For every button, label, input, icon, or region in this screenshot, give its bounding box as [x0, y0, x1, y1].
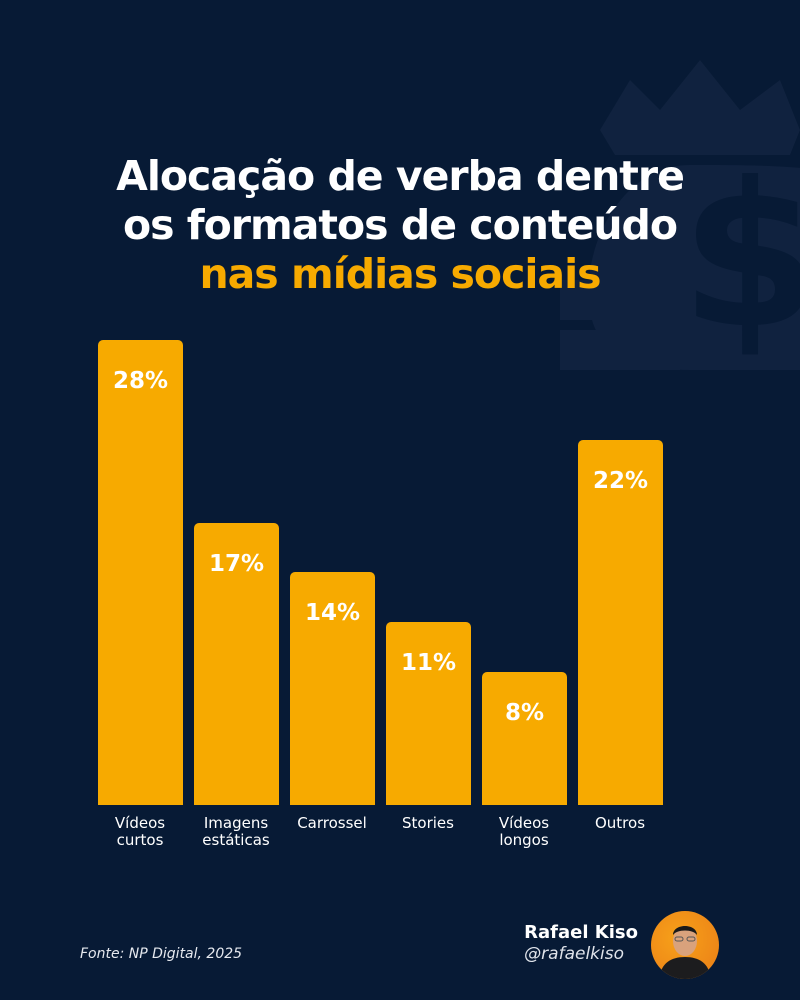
person-photo-icon: [659, 926, 711, 979]
avatar: [651, 911, 719, 979]
category-label: Stories: [402, 814, 454, 832]
bar-value-label: 28%: [112, 368, 169, 394]
category-label: Imagens estáticas: [202, 814, 270, 849]
chart-title: Alocação de verba dentre os formatos de …: [0, 152, 800, 299]
bar-value-label: 8%: [504, 700, 545, 726]
title-line-3-highlight: nas mídias sociais: [199, 250, 601, 298]
bar-value-label: 14%: [304, 600, 361, 626]
author-handle: @rafaelkiso: [524, 944, 624, 964]
bar-value-label: 11%: [400, 650, 457, 676]
category-label: Vídeos curtos: [114, 814, 166, 849]
author-block: Rafael Kiso @rafaelkiso: [524, 922, 638, 964]
bar-value-label: 22%: [592, 468, 649, 494]
money-bag-crown-icon: $: [560, 60, 800, 370]
bar-4: 8%: [482, 672, 567, 805]
bar-2: 14%: [290, 572, 375, 805]
category-label: Vídeos longos: [498, 814, 550, 849]
svg-text:$: $: [680, 140, 800, 370]
category-label: Outros: [594, 814, 646, 832]
title-line-2: os formatos de conteúdo: [122, 201, 678, 249]
source-note: Fonte: NP Digital, 2025: [80, 946, 243, 962]
bar-0: 28%: [98, 340, 183, 805]
author-name: Rafael Kiso: [524, 922, 638, 943]
category-label: Carrossel: [297, 814, 367, 832]
title-line-1: Alocação de verba dentre: [116, 152, 685, 200]
bar-3: 11%: [386, 622, 471, 805]
bar-value-label: 17%: [208, 551, 265, 577]
bar-1: 17%: [194, 523, 279, 805]
bar-5: 22%: [578, 440, 663, 805]
